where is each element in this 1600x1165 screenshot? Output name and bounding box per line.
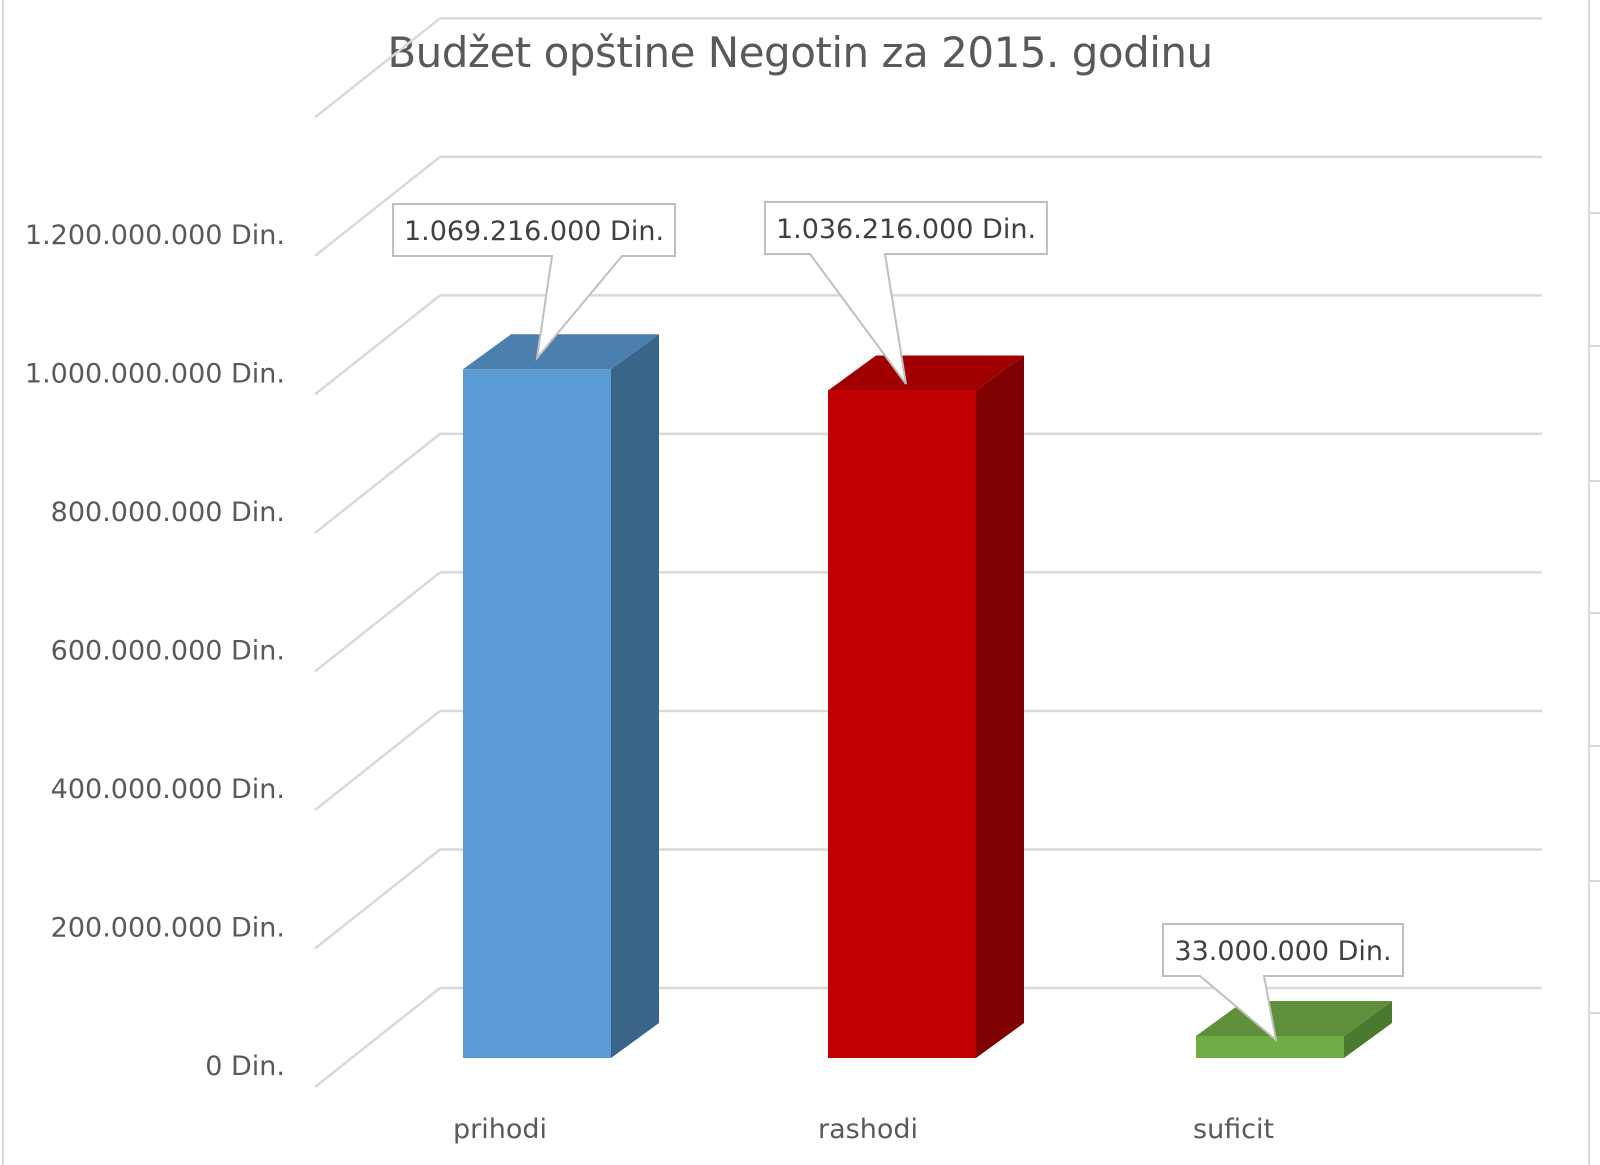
sheet-gridline (1590, 345, 1600, 347)
y-tick-label: 400.000.000 Din. (51, 774, 285, 805)
data-label: 33.000.000 Din. (1174, 936, 1391, 967)
bar-suficit (1196, 1036, 1344, 1058)
bar-top-prihodi (463, 334, 659, 370)
y-tick-label: 1.000.000.000 Din. (25, 358, 285, 389)
side-gridline (314, 987, 441, 1088)
bar-rashodi (828, 390, 976, 1059)
data-label: 1.069.216.000 Din. (404, 216, 664, 247)
data-label: 1.036.216.000 Din. (776, 214, 1036, 245)
sheet-gridline (1590, 480, 1600, 482)
side-gridline (314, 294, 441, 396)
y-tick-label: 200.000.000 Din. (51, 912, 285, 943)
data-label-callout (1162, 923, 1404, 1043)
sheet-gridline (1590, 745, 1600, 747)
sheet-gridline (1590, 880, 1600, 882)
sheet-gridline (1590, 1012, 1600, 1014)
bar-side-prihodi (611, 334, 659, 1059)
side-gridline (314, 709, 441, 811)
right-border (1588, 0, 1590, 1165)
sheet-gridline (1590, 612, 1600, 614)
side-gridline (314, 571, 441, 673)
data-label-callout (764, 201, 1048, 385)
bar-top-rashodi (828, 355, 1024, 391)
bar-prihodi (463, 369, 611, 1059)
bar-side-rashodi (976, 355, 1024, 1059)
bar-side-suficit (1344, 1001, 1392, 1058)
sheet-gridline (1590, 212, 1600, 214)
x-category-label: rashodi (818, 1114, 918, 1145)
x-category-label: prihodi (453, 1114, 547, 1145)
y-tick-label: 0 Din. (205, 1051, 285, 1082)
side-gridline (314, 155, 441, 257)
side-gridline (314, 848, 441, 950)
left-border (2, 0, 4, 1165)
x-category-label: suficit (1193, 1114, 1274, 1145)
chart-title: Budžet opštine Negotin za 2015. godinu (387, 28, 1213, 77)
side-gridline (314, 17, 441, 119)
y-tick-label: 1.200.000.000 Din. (25, 220, 285, 251)
side-gridline (314, 432, 441, 534)
data-label-callout (392, 203, 676, 362)
y-tick-label: 800.000.000 Din. (51, 497, 285, 528)
y-tick-label: 600.000.000 Din. (51, 635, 285, 666)
